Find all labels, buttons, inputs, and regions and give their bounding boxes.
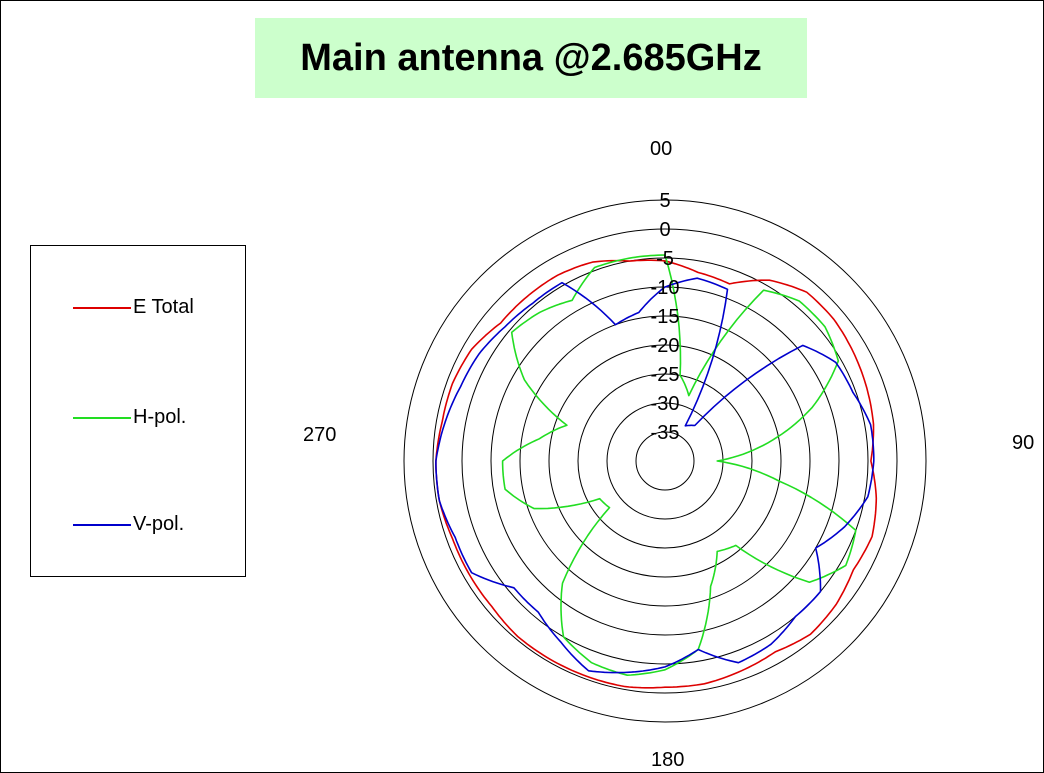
polar-ring bbox=[577, 373, 753, 549]
polar-ring bbox=[635, 431, 695, 491]
legend-swatch-v-pol bbox=[73, 523, 131, 526]
radial-tick-label: 5 bbox=[659, 190, 670, 212]
angle-label-270: 270 bbox=[303, 424, 337, 446]
legend: E Total H-pol. V-pol. bbox=[30, 245, 246, 577]
legend-swatch-e-total bbox=[73, 306, 131, 309]
legend-swatch-h-pol bbox=[73, 416, 131, 419]
series-line-e-total bbox=[435, 259, 878, 689]
angle-label-180: 180 bbox=[651, 749, 685, 771]
radial-tick-label: -30 bbox=[651, 393, 680, 415]
radial-tick-label: 0 bbox=[659, 219, 670, 241]
legend-label-v-pol: V-pol. bbox=[133, 513, 185, 535]
polar-ring bbox=[403, 199, 927, 723]
polar-ring bbox=[606, 402, 724, 520]
radial-tick-label: -25 bbox=[651, 364, 680, 386]
angle-label-90: 90 bbox=[1012, 432, 1035, 454]
polar-ring bbox=[432, 228, 898, 694]
radial-tick-label: -20 bbox=[651, 335, 680, 357]
series-line-v-pol bbox=[435, 277, 875, 674]
angle-label-0: 00 bbox=[650, 138, 673, 160]
radial-tick-label: -5 bbox=[656, 248, 674, 270]
legend-label-e-total: E Total bbox=[133, 296, 194, 318]
radial-tick-label: -10 bbox=[651, 277, 680, 299]
polar-ring bbox=[519, 315, 811, 607]
series-line-h-pol bbox=[501, 254, 857, 676]
radial-tick-label: -15 bbox=[651, 306, 680, 328]
polar-ring bbox=[548, 344, 782, 578]
legend-item-v-pol: V-pol. bbox=[73, 513, 184, 536]
legend-label-h-pol: H-pol. bbox=[133, 406, 187, 428]
chart-title-box: Main antenna @2.685GHz bbox=[255, 18, 807, 98]
legend-item-h-pol: H-pol. bbox=[73, 406, 186, 429]
chart-title: Main antenna @2.685GHz bbox=[300, 36, 762, 79]
legend-item-e-total: E Total bbox=[73, 296, 194, 319]
radial-tick-label: -35 bbox=[651, 422, 680, 444]
